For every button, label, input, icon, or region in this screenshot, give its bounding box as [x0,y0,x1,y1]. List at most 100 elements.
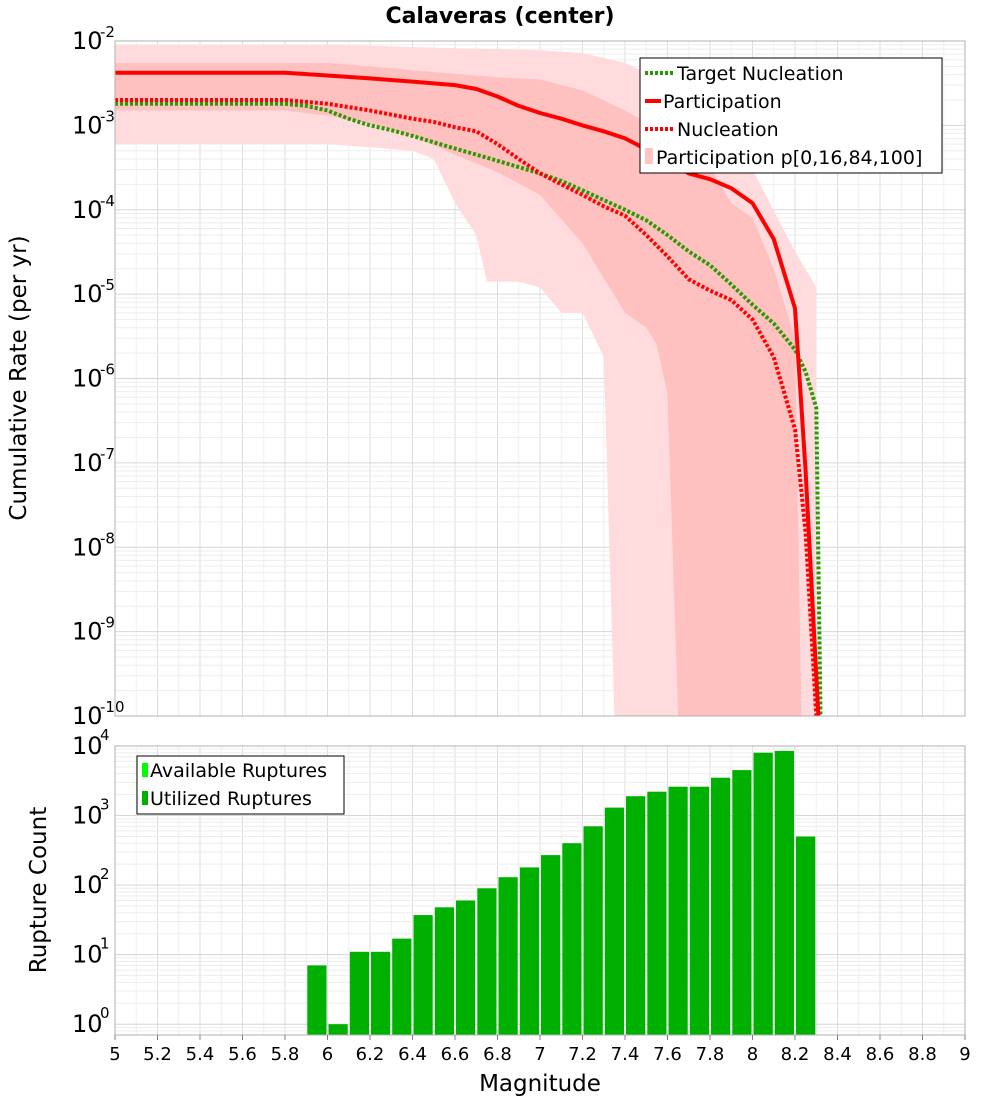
x-tick-label: 8.8 [908,1044,937,1065]
rupture-bar [562,843,582,1035]
series-line-target-nucleation [115,101,823,717]
rupture-legend: Available Ruptures Utilized Ruptures [136,755,345,815]
rupture-bar [796,836,816,1035]
x-tick-label: 6.8 [483,1044,512,1065]
rupture-bar [307,965,327,1035]
rate-y-tick-label: 10 [72,280,103,308]
series-line-nucleation [115,98,819,717]
rupture-bar [519,867,540,1035]
rupture-plot-grid [114,746,966,1036]
rupture-bar [583,826,603,1035]
rate-y-tick-label: 10 [72,111,103,139]
rupture-y-tick-label: 10 [72,1010,103,1038]
rupture-bar [753,752,773,1035]
rupture-bar [647,791,667,1035]
rupture-bar [477,888,497,1035]
legend-swatch-participation-band [645,148,653,164]
rate-y-tick-exponent: -4 [100,192,115,210]
rate-y-tick-label: 10 [72,702,103,730]
x-tick-label: 5.4 [186,1044,215,1065]
x-tick-label: 7.6 [653,1044,682,1065]
rate-y-tick-exponent: -5 [100,276,115,294]
rupture-y-tick-label: 10 [72,732,103,760]
rupture-bar [732,770,752,1035]
x-tick-label: 6.6 [441,1044,470,1065]
rupture-bar [328,1024,348,1035]
rate-y-tick-label: 10 [72,365,103,393]
rupture-bar [774,750,794,1035]
rupture-bar [456,900,476,1035]
rupture-bar [498,877,518,1035]
legend-label-participation: Participation [663,91,782,113]
x-axis-label: Magnitude [479,1071,601,1097]
x-tick-label: 7 [534,1044,545,1065]
rupture-y-tick-exponent: 3 [100,796,110,814]
rate-legend-box [639,57,943,174]
rate-y-tick-exponent: -8 [100,529,115,547]
rate-y-tick-exponent: -2 [100,23,115,41]
rupture-bar [371,951,391,1035]
x-tick-label: 7.2 [568,1044,597,1065]
rate-y-tick-exponent: -7 [100,445,115,463]
legend-label-target-nucleation: Target Nucleation [676,63,844,85]
rupture-bar [434,907,454,1035]
rate-y-tick-label: 10 [72,449,103,477]
x-tick-label: 8.6 [866,1044,895,1065]
chart-title: Calaveras (center) [385,4,614,29]
legend-swatch-available-ruptures [142,763,148,777]
rupture-y-tick-exponent: 2 [100,865,110,883]
x-tick-label: 5.2 [143,1044,172,1065]
rate-legend: Target Nucleation Participation Nucleati… [639,57,943,174]
x-tick-label: 6.4 [398,1044,427,1065]
legend-swatch-utilized-ruptures [142,791,148,805]
rupture-y-axis-label: Rupture Count [26,807,52,973]
rate-y-tick-exponent: -6 [100,361,115,379]
rupture-y-tick-exponent: 1 [100,935,110,953]
rupture-y-tick-label: 10 [72,871,103,899]
rupture-y-tick-label: 10 [72,802,103,830]
rupture-y-tick-exponent: 4 [100,726,110,744]
x-tick-label: 5.8 [271,1044,300,1065]
legend-label-available-ruptures: Available Ruptures [150,760,327,782]
x-tick-label: 7.4 [611,1044,640,1065]
rate-y-tick-exponent: -9 [100,614,115,632]
x-tick-label: 8.2 [781,1044,810,1065]
legend-label-utilized-ruptures: Utilized Ruptures [150,788,312,810]
rate-y-tick-label: 10 [72,196,103,224]
rupture-bars [307,750,816,1035]
rupture-bar [392,938,412,1035]
rupture-bar [604,807,624,1035]
legend-label-nucleation: Nucleation [677,119,779,141]
rupture-bar [349,951,369,1035]
rate-plot-series [115,70,823,717]
rupture-y-tick-exponent: 0 [100,1004,110,1022]
participation-percentile-bands [115,44,817,716]
series-line-participation [115,70,821,717]
rate-y-tick-exponent: -3 [100,107,115,125]
rupture-bar [668,786,688,1035]
x-tick-label: 5 [109,1044,120,1065]
rupture-bar [711,777,731,1035]
rupture-bar [413,915,433,1035]
rate-y-tick-label: 10 [72,27,103,55]
x-tick-label: 8.4 [823,1044,852,1065]
rate-plot-frame [114,40,966,717]
rupture-bar [689,786,710,1035]
rupture-bar [626,796,646,1035]
x-tick-label: 6.2 [356,1044,385,1065]
legend-label-participation-band: Participation p[0,16,84,100] [656,147,922,169]
x-tick-label: 7.8 [696,1044,725,1065]
rupture-bar [541,855,561,1035]
rate-y-tick-exponent: -10 [100,698,125,716]
x-tick-label: 5.6 [228,1044,257,1065]
rate-y-axis-label: Cumulative Rate (per yr) [6,235,32,520]
x-tick-label: 9 [959,1044,970,1065]
x-tick-label: 6 [322,1044,333,1065]
rate-y-tick-label: 10 [72,618,103,646]
x-tick-label: 8 [747,1044,758,1065]
rupture-legend-box [136,755,345,815]
magnitude-x-tick-labels: 5 5.2 5.4 5.6 5.8 6 6.2 6.4 6.6 6.8 7 7.2 7.4 7.6 7.8 8… [109,1035,971,1065]
